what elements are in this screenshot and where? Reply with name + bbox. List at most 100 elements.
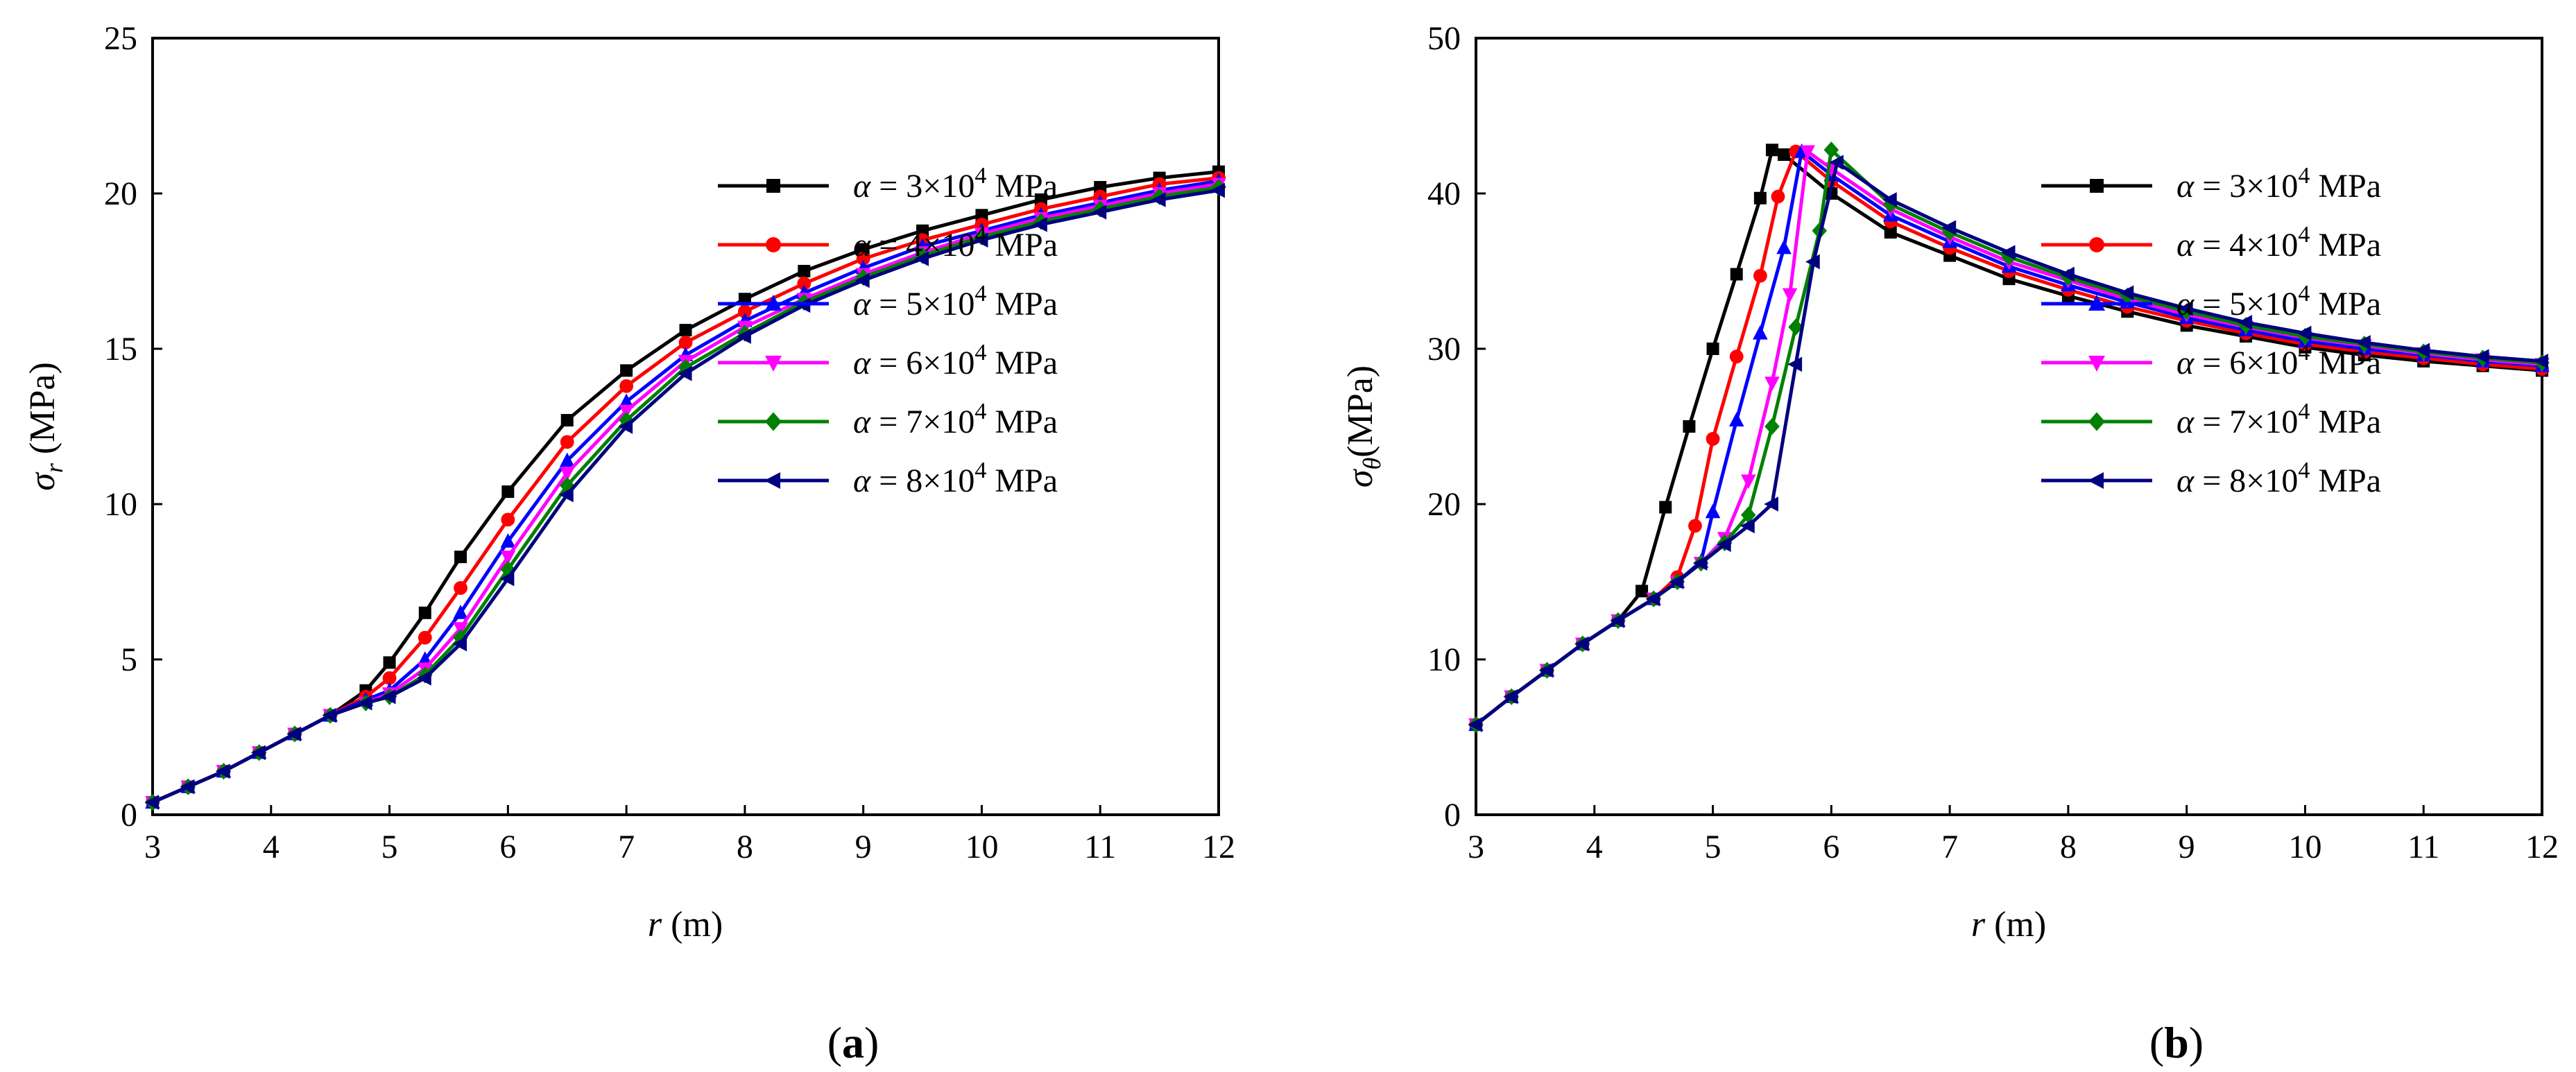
series-line (1475, 150, 2543, 727)
data-point-triangle-left-marker (1764, 496, 1778, 512)
legend-label: α = 4×104 MPa (2176, 222, 2381, 263)
data-point-triangle-left-marker (559, 487, 574, 503)
y-tick-label: 40 (1427, 175, 1461, 212)
x-tick-label: 7 (618, 829, 635, 865)
x-tick-label: 5 (1705, 829, 1721, 865)
legend-exponent: 4 (2298, 222, 2310, 248)
data-point-circle-marker (1729, 349, 1744, 364)
legend-unit: MPa (986, 462, 1058, 499)
legend-unit: MPa (986, 345, 1058, 381)
series-line (1475, 160, 2543, 727)
panel-letter: b (2164, 1018, 2189, 1067)
data-point-triangle-down-marker (765, 356, 782, 372)
data-point-triangle-left-marker (1538, 662, 1554, 678)
data-point-triangle-left-marker (2238, 315, 2253, 330)
data-point-square-marker (1034, 193, 1047, 206)
series-line (151, 176, 1219, 804)
legend-item: α = 6×104 MPa (2041, 340, 2381, 381)
x-tick-label: 3 (1468, 829, 1484, 865)
data-point-triangle-left-marker (618, 419, 633, 434)
data-point-triangle-down-marker (1782, 288, 1798, 303)
plot-frame (1475, 37, 2543, 816)
data-point-triangle-left-marker (357, 695, 372, 711)
legend-exponent: 4 (974, 399, 986, 424)
series-5 (1468, 141, 2550, 734)
data-point-diamond-marker (1788, 318, 1803, 336)
series-line (151, 170, 1219, 804)
y-axis-ticks: 0 10 20 30 40 50 (1427, 20, 1486, 833)
x-tick-label: 12 (2525, 829, 2559, 865)
data-point-triangle-left-marker (1468, 717, 1482, 732)
data-point-circle-marker (1688, 519, 1702, 533)
data-point-square-marker (560, 414, 574, 427)
y-axis-subscript: r (40, 462, 68, 473)
legend-value: = 4×10 (2194, 227, 2298, 263)
data-point-square-marker (454, 551, 467, 564)
legend-label: α = 8×104 MPa (2176, 458, 2381, 499)
data-point-circle-marker (501, 512, 515, 527)
legend-alpha: α (853, 227, 871, 263)
legend-alpha: α (853, 404, 871, 440)
data-point-triangle-up-marker (453, 605, 468, 619)
y-axis-symbol: σ (23, 472, 62, 491)
data-point-triangle-left-marker (1151, 192, 1166, 207)
legend-value: = 3×10 (870, 168, 974, 205)
legend-exponent: 4 (974, 458, 986, 483)
legend-label: α = 3×104 MPa (2176, 163, 2381, 205)
y-tick-label: 10 (104, 486, 137, 523)
legend-item: α = 7×104 MPa (718, 399, 1058, 440)
legend-exponent: 4 (2298, 399, 2310, 424)
legend-alpha: α (2176, 286, 2195, 322)
series-6 (144, 182, 1225, 810)
legend-value: = 7×10 (2194, 404, 2298, 440)
legend-label: α = 7×104 MPa (853, 399, 1058, 440)
data-point-diamond-marker (765, 412, 782, 431)
series-4 (145, 178, 1226, 811)
data-point-diamond-marker (453, 629, 468, 646)
legend-value: = 6×10 (2194, 345, 2298, 381)
y-tick-label: 10 (1427, 641, 1461, 678)
legend-label: α = 6×104 MPa (853, 340, 1058, 381)
x-tick-label: 8 (2060, 829, 2077, 865)
x-tick-label: 4 (1586, 829, 1603, 865)
legend-item: α = 5×104 MPa (2041, 281, 2381, 322)
data-point-triangle-left-marker (1033, 217, 1047, 232)
series-5 (145, 178, 1226, 811)
legend-value: = 4×10 (870, 227, 974, 263)
x-tick-label: 8 (737, 829, 753, 865)
legend-item: α = 8×104 MPa (2041, 458, 2381, 499)
data-point-diamond-marker (1942, 223, 1957, 241)
data-point-triangle-left-marker (322, 707, 337, 723)
data-point-square-marker (418, 606, 431, 619)
data-point-triangle-left-marker (2088, 472, 2104, 489)
legend-label: α = 7×104 MPa (2176, 399, 2381, 440)
data-point-triangle-down-marker (1764, 377, 1780, 391)
legend-item: α = 3×104 MPa (718, 163, 1058, 205)
series-layer (1468, 141, 2550, 734)
legend-item: α = 4×104 MPa (718, 222, 1058, 263)
data-point-triangle-left-marker (2356, 335, 2371, 350)
data-point-square-marker (1659, 501, 1672, 514)
data-point-circle-marker (737, 304, 752, 319)
data-point-square-marker (1683, 420, 1696, 433)
series-1 (1470, 144, 2548, 732)
series-line (1475, 150, 2543, 727)
series-line (151, 182, 1219, 804)
plot-frame (151, 37, 1220, 816)
y-tick-label: 20 (104, 175, 137, 212)
data-point-triangle-left-marker (737, 329, 751, 344)
y-tick-label: 0 (121, 797, 137, 833)
x-tick-label: 9 (855, 829, 872, 865)
legend-value: = 8×10 (870, 462, 974, 499)
x-axis-ticks: 3 4 5 6 7 8 9 10 11 12 (144, 805, 1235, 865)
data-point-triangle-left-marker (251, 745, 266, 761)
data-point-triangle-left-marker (1574, 636, 1589, 652)
legend-alpha: α (2176, 227, 2195, 263)
data-point-triangle-down-marker (1800, 145, 1815, 160)
series-6 (1468, 155, 2548, 732)
y-axis-symbol: σ (1341, 468, 1380, 487)
legend-item: α = 3×104 MPa (2041, 163, 2381, 205)
legend-alpha: α (853, 168, 871, 205)
x-axis-symbol: r (1971, 905, 1986, 944)
